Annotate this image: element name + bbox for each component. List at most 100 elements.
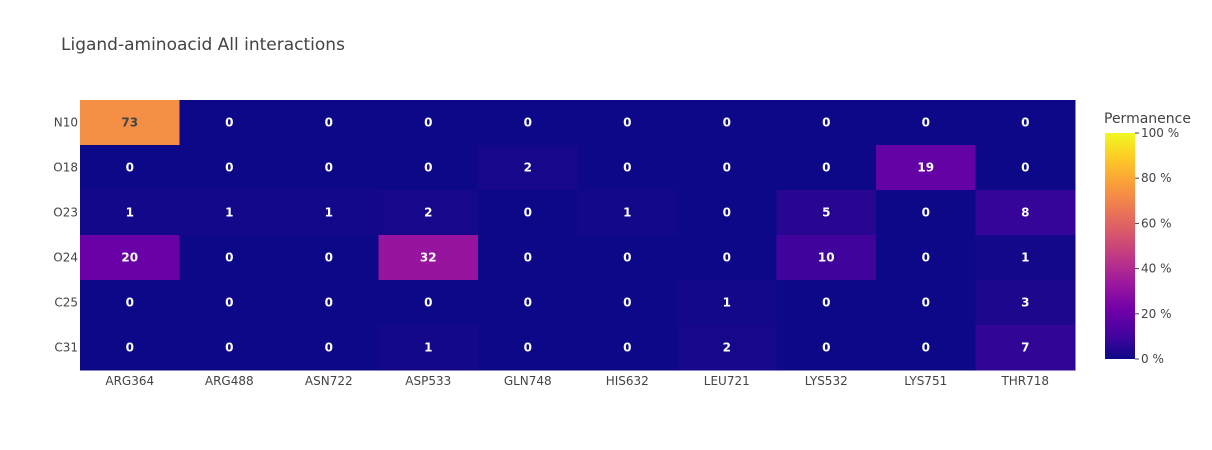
cell-value-label: 2 bbox=[524, 161, 532, 175]
heatmap-cell bbox=[179, 145, 280, 191]
cell-value-label: 73 bbox=[121, 116, 138, 130]
y-tick-label: O23 bbox=[53, 206, 78, 220]
heatmap-cell bbox=[179, 325, 280, 371]
cell-value-label: 3 bbox=[1021, 296, 1029, 310]
heatmap-cell bbox=[776, 235, 877, 281]
cell-value-label: 10 bbox=[818, 251, 835, 265]
x-tick-label: GLN748 bbox=[504, 374, 552, 388]
heatmap-cell bbox=[279, 280, 379, 326]
x-tick-label: ASP533 bbox=[405, 374, 451, 388]
cell-value-label: 0 bbox=[623, 251, 631, 265]
heatmap-cell bbox=[975, 190, 1076, 236]
heatmap-cell bbox=[80, 100, 180, 146]
cell-value-label: 0 bbox=[424, 116, 432, 130]
heatmap-cell bbox=[677, 145, 777, 191]
heatmap-cell bbox=[478, 145, 578, 191]
cell-value-label: 0 bbox=[325, 296, 333, 310]
colorbar bbox=[1105, 133, 1135, 359]
cell-value-label: 0 bbox=[723, 116, 731, 130]
y-tick-label: C31 bbox=[54, 341, 78, 355]
cell-value-label: 0 bbox=[524, 341, 532, 355]
heatmap-cell bbox=[378, 280, 479, 326]
cell-value-label: 0 bbox=[822, 296, 830, 310]
cell-value-label: 0 bbox=[623, 161, 631, 175]
cell-value-label: 1 bbox=[126, 206, 134, 220]
heatmap-cell bbox=[577, 190, 678, 236]
cell-value-label: 0 bbox=[325, 116, 333, 130]
heatmap-cell bbox=[179, 280, 280, 326]
colorbar-ticks: 0 % 20 % 40 % 60 % 80 % 100 % bbox=[1135, 126, 1179, 366]
heatmap-cell bbox=[776, 325, 877, 371]
cell-value-label: 0 bbox=[225, 341, 233, 355]
cell-value-label: 19 bbox=[917, 161, 934, 175]
heatmap-cell bbox=[378, 325, 479, 371]
cell-value-label: 0 bbox=[922, 206, 930, 220]
cell-value-label: 0 bbox=[126, 341, 134, 355]
heatmap-cell bbox=[677, 100, 777, 146]
heatmap-cell bbox=[776, 100, 877, 146]
cell-value-label: 20 bbox=[121, 251, 138, 265]
cell-value-label: 0 bbox=[424, 296, 432, 310]
cell-value-label: 8 bbox=[1021, 206, 1029, 220]
heatmap-cell bbox=[975, 145, 1076, 191]
cell-value-label: 5 bbox=[822, 206, 830, 220]
cell-value-label: 0 bbox=[822, 341, 830, 355]
colorbar-tick-label: 20 % bbox=[1141, 307, 1172, 321]
heatmap-cell bbox=[478, 235, 578, 281]
heatmap-cell bbox=[975, 100, 1076, 146]
heatmap-cell bbox=[577, 100, 678, 146]
cell-value-label: 0 bbox=[1021, 116, 1029, 130]
y-axis-ticks: N10 O18 O23 O24 C25 C31 bbox=[53, 116, 78, 355]
heatmap-cell bbox=[677, 235, 777, 281]
heatmap-cell bbox=[179, 235, 280, 281]
cell-value-label: 0 bbox=[822, 161, 830, 175]
heatmap-cell bbox=[776, 190, 877, 236]
cell-value-label: 0 bbox=[225, 116, 233, 130]
heatmap-cell bbox=[279, 100, 379, 146]
heatmap-cell bbox=[975, 235, 1076, 281]
heatmap-cell bbox=[478, 100, 578, 146]
cell-value-label: 0 bbox=[822, 116, 830, 130]
colorbar-tick-label: 60 % bbox=[1141, 216, 1172, 230]
cell-value-label: 2 bbox=[723, 341, 731, 355]
heatmap-cell bbox=[378, 145, 479, 191]
cell-value-label: 1 bbox=[723, 296, 731, 310]
x-tick-label: LYS532 bbox=[805, 374, 848, 388]
heatmap-cell bbox=[975, 280, 1076, 326]
cell-value-label: 0 bbox=[524, 206, 532, 220]
cell-value-label: 0 bbox=[325, 341, 333, 355]
cell-value-label: 0 bbox=[524, 251, 532, 265]
colorbar-tick-label: 100 % bbox=[1141, 126, 1179, 140]
cell-value-label: 0 bbox=[126, 161, 134, 175]
heatmap-cell bbox=[80, 235, 180, 281]
colorbar-title: Permanence bbox=[1104, 111, 1191, 127]
cell-value-label: 0 bbox=[623, 341, 631, 355]
cell-value-label: 0 bbox=[922, 341, 930, 355]
heatmap-cell bbox=[179, 190, 280, 236]
cell-value-label: 2 bbox=[424, 206, 432, 220]
heatmap-cell bbox=[378, 235, 479, 281]
cell-value-label: 0 bbox=[623, 296, 631, 310]
x-tick-label: LYS751 bbox=[904, 374, 947, 388]
heatmap-cells bbox=[80, 100, 1076, 371]
x-tick-label: ARG364 bbox=[105, 374, 154, 388]
cell-value-label: 0 bbox=[424, 161, 432, 175]
cell-value-label: 0 bbox=[524, 296, 532, 310]
cell-value-label: 1 bbox=[325, 206, 333, 220]
cell-value-label: 0 bbox=[723, 206, 731, 220]
heatmap-cell bbox=[478, 190, 578, 236]
colorbar-tick-label: 0 % bbox=[1141, 352, 1164, 366]
cell-value-label: 0 bbox=[225, 251, 233, 265]
heatmap-cell bbox=[876, 325, 976, 371]
cell-value-label: 0 bbox=[922, 251, 930, 265]
heatmap-cell bbox=[279, 190, 379, 236]
heatmap-cell bbox=[478, 280, 578, 326]
cell-value-label: 0 bbox=[524, 116, 532, 130]
cell-value-label: 0 bbox=[225, 296, 233, 310]
y-tick-label: O18 bbox=[53, 161, 78, 175]
cell-value-label: 0 bbox=[325, 161, 333, 175]
heatmap-cell bbox=[80, 190, 180, 236]
cell-value-label: 32 bbox=[420, 251, 437, 265]
heatmap-cell bbox=[677, 280, 777, 326]
